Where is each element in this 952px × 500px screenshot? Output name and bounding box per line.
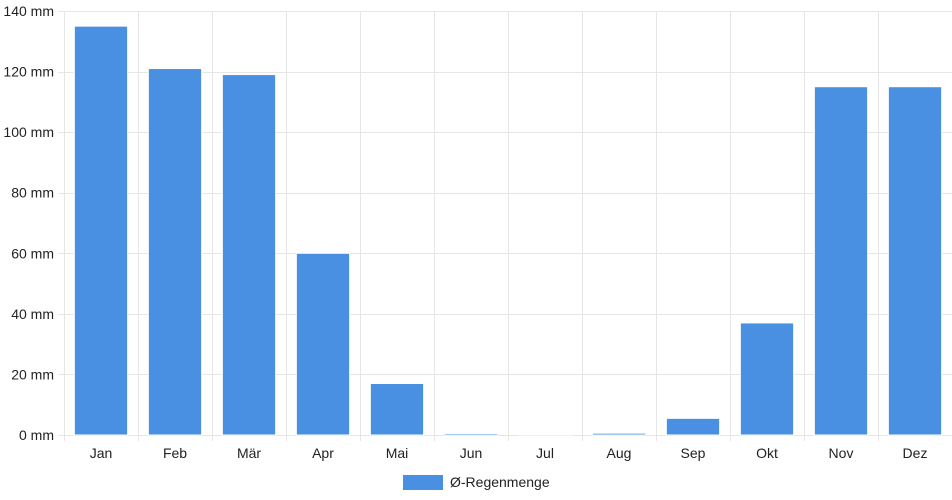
bar-okt[interactable] (739, 322, 795, 436)
y-tick-label: 140 mm (3, 3, 54, 19)
bar-aug[interactable] (591, 432, 647, 436)
x-tick-label: Jan (90, 445, 113, 461)
y-tick-label: 100 mm (3, 124, 54, 140)
x-tick-label: Nov (829, 445, 854, 461)
x-tick-label: Okt (756, 445, 778, 461)
bar-nov[interactable] (813, 86, 869, 436)
y-tick-label: 60 mm (11, 245, 54, 261)
bar-jan[interactable] (73, 25, 129, 436)
x-tick-label: Jul (536, 445, 554, 461)
bar-jun[interactable] (443, 432, 499, 436)
x-tick-label: Sep (681, 445, 706, 461)
y-tick-label: 120 mm (3, 64, 54, 80)
bar-jul[interactable] (517, 433, 573, 436)
y-axis: 0 mm 20 mm 40 mm 60 mm 80 mm 100 mm 120 mm 140 … (3, 3, 54, 443)
y-tick-label: 40 mm (11, 306, 54, 322)
y-tick-label: 20 mm (11, 366, 54, 382)
chart-bars (73, 25, 943, 436)
chart-legend[interactable]: Ø-Regenmenge (403, 474, 550, 490)
x-tick-label: Mär (237, 445, 261, 461)
x-axis: Jan Feb Mär Apr Mai Jun Jul Aug Sep Okt Nov Dez (90, 445, 928, 461)
bar-mai[interactable] (369, 383, 425, 436)
chart-grid (58, 11, 952, 441)
x-tick-label: Feb (163, 445, 187, 461)
y-tick-label: 80 mm (11, 185, 54, 201)
bar-feb[interactable] (147, 68, 203, 436)
y-tick-label: 0 mm (19, 427, 54, 443)
x-tick-label: Dez (903, 445, 928, 461)
bar-sep[interactable] (665, 417, 721, 436)
bar-mär[interactable] (221, 74, 277, 436)
legend-label[interactable]: Ø-Regenmenge (450, 474, 550, 490)
x-tick-label: Apr (312, 445, 334, 461)
x-tick-label: Mai (386, 445, 409, 461)
x-tick-label: Jun (460, 445, 483, 461)
x-tick-label: Aug (607, 445, 632, 461)
legend-swatch[interactable] (403, 475, 443, 490)
bar-apr[interactable] (295, 252, 351, 436)
bar-dez[interactable] (887, 86, 943, 436)
